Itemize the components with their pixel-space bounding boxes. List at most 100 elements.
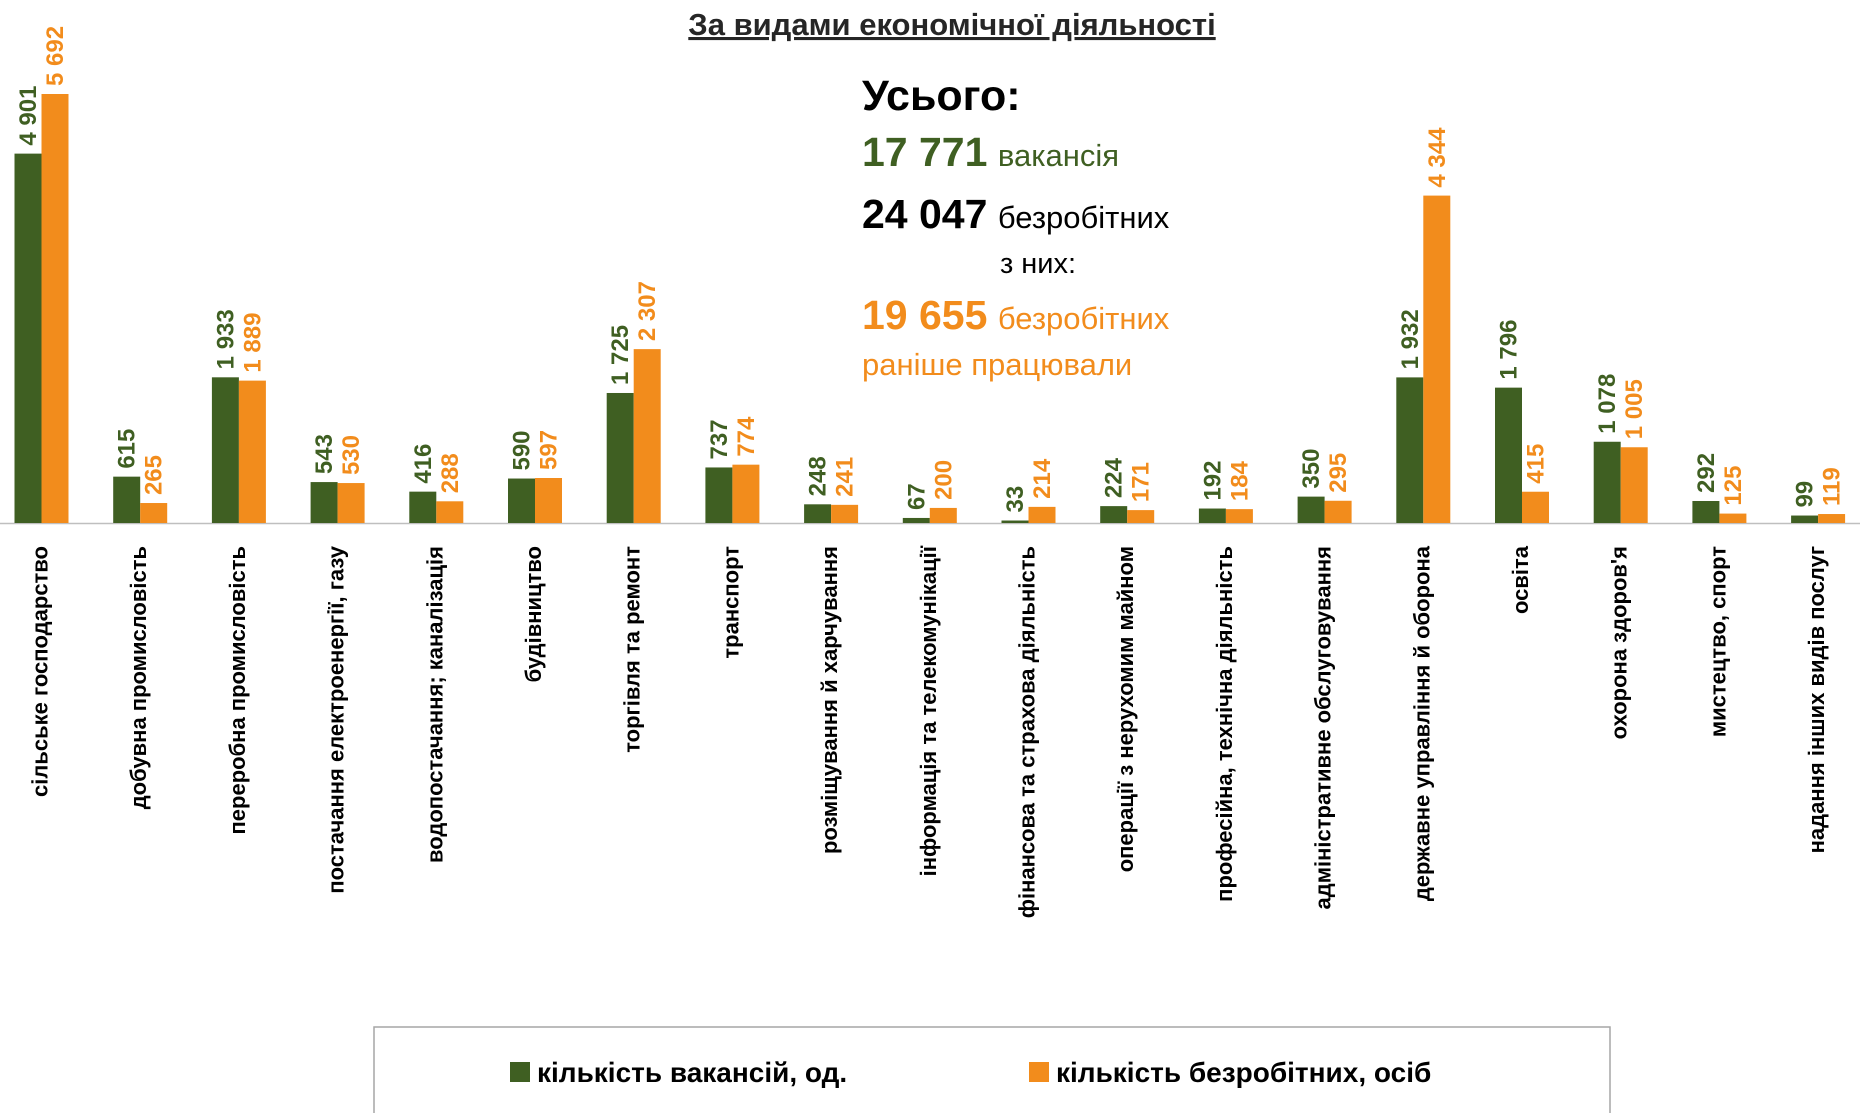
bar	[436, 501, 464, 523]
annotation-text: безробітних	[998, 200, 1170, 235]
data-label: 615	[114, 429, 141, 469]
data-label: 1 932	[1397, 309, 1424, 369]
data-label: 350	[1298, 449, 1325, 489]
x-tick-label: інформація та телекомунікації	[916, 545, 941, 876]
annotation: з них:	[1000, 248, 1076, 280]
bar	[211, 377, 239, 523]
x-tick-label: операції з нерухомим майном	[1113, 546, 1138, 872]
data-label: 184	[1226, 460, 1253, 501]
bar	[1791, 515, 1819, 523]
x-tick-label: професійна, технічна діяльність	[1212, 546, 1237, 902]
bar	[1001, 520, 1029, 523]
data-label: 1 078	[1594, 374, 1621, 434]
bar	[238, 380, 266, 523]
x-tick-label: водопостачання; каналізація	[422, 546, 447, 863]
data-label: 415	[1523, 444, 1550, 484]
bar	[1522, 491, 1549, 523]
annotation-number: 24 047	[862, 191, 987, 237]
bar	[409, 491, 437, 523]
annotation: 24 047 безробітних	[862, 191, 1170, 237]
data-label: 597	[536, 430, 563, 470]
data-label: 1 933	[212, 309, 239, 369]
x-tick-label: добувна промисловість	[126, 546, 151, 809]
bar	[1620, 447, 1648, 523]
legend-swatch	[510, 1062, 530, 1082]
bar	[41, 94, 69, 523]
x-tick-label: адміністративне обслуговування	[1311, 546, 1336, 909]
data-label: 1 796	[1496, 320, 1523, 380]
data-label: 200	[930, 460, 957, 500]
data-label: 99	[1792, 481, 1819, 508]
bar	[1324, 500, 1352, 523]
data-label: 192	[1199, 460, 1226, 500]
data-label: 2 307	[634, 281, 661, 341]
data-label: 1 005	[1621, 379, 1648, 439]
bar	[508, 478, 535, 523]
data-label: 241	[832, 457, 859, 497]
legend-swatch	[1029, 1062, 1049, 1082]
data-label: 67	[903, 483, 930, 510]
data-label: 224	[1101, 457, 1128, 498]
bar	[1198, 508, 1226, 523]
data-label: 248	[805, 456, 832, 496]
bar	[804, 504, 832, 523]
bar	[1593, 441, 1621, 523]
bar	[633, 349, 661, 523]
x-tick-label: транспорт	[718, 546, 743, 659]
data-label: 590	[509, 430, 536, 470]
data-label: 33	[1002, 486, 1029, 513]
bar	[310, 482, 338, 523]
data-label: 288	[437, 453, 464, 493]
data-label: 774	[733, 416, 760, 457]
annotation-number: 19 655	[862, 292, 987, 338]
data-label: 171	[1128, 462, 1155, 502]
bar	[14, 153, 42, 524]
bar	[831, 504, 859, 523]
x-tick-label: освіта	[1508, 545, 1533, 614]
bar	[606, 392, 634, 523]
data-label: 295	[1325, 453, 1352, 493]
data-label: 119	[1819, 467, 1846, 506]
annotation-number: 17 771	[862, 129, 987, 175]
data-label: 737	[706, 419, 733, 459]
legend-label: кількість безробітних, осіб	[1056, 1057, 1431, 1088]
bar	[113, 476, 141, 523]
bar	[929, 507, 957, 523]
bar	[535, 478, 562, 523]
bar	[1692, 500, 1720, 523]
bar	[902, 517, 930, 523]
data-label: 4 901	[15, 86, 42, 146]
bar	[1495, 387, 1522, 523]
data-label: 5 692	[42, 26, 69, 86]
legend-label: кількість вакансій, од.	[537, 1057, 847, 1088]
bar	[337, 483, 365, 523]
data-label: 292	[1693, 453, 1720, 493]
bar	[1127, 510, 1155, 523]
data-label: 416	[410, 444, 437, 484]
annotation: Усього:	[862, 72, 1021, 120]
data-label: 214	[1029, 458, 1056, 499]
x-tick-label: будівництво	[521, 546, 546, 682]
x-tick-label: мистецтво, спорт	[1705, 546, 1730, 737]
data-label: 530	[338, 435, 365, 475]
x-tick-label: постачання електроенергії, газу	[324, 545, 349, 893]
x-tick-label: охорона здоров'я	[1607, 546, 1632, 739]
x-tick-label: фінансова та страхова діяльність	[1015, 546, 1040, 918]
bar	[1297, 496, 1325, 523]
bar	[1396, 377, 1424, 523]
bar	[1423, 195, 1451, 523]
bar	[140, 503, 168, 523]
bar	[1225, 509, 1253, 523]
bar	[1028, 506, 1056, 523]
annotation: раніше працювали	[862, 347, 1132, 382]
chart-title: За видами економічної діяльності	[688, 7, 1215, 42]
annotation: 17 771 вакансія	[862, 129, 1119, 175]
bar	[1818, 514, 1846, 523]
annotation-text: вакансія	[998, 138, 1119, 173]
x-tick-label: переробна промисловість	[225, 546, 250, 835]
annotation-text: безробітних	[998, 301, 1170, 336]
bar	[1719, 513, 1747, 523]
bar	[1100, 506, 1128, 523]
x-tick-label: надання інших видів послуг	[1804, 546, 1829, 853]
